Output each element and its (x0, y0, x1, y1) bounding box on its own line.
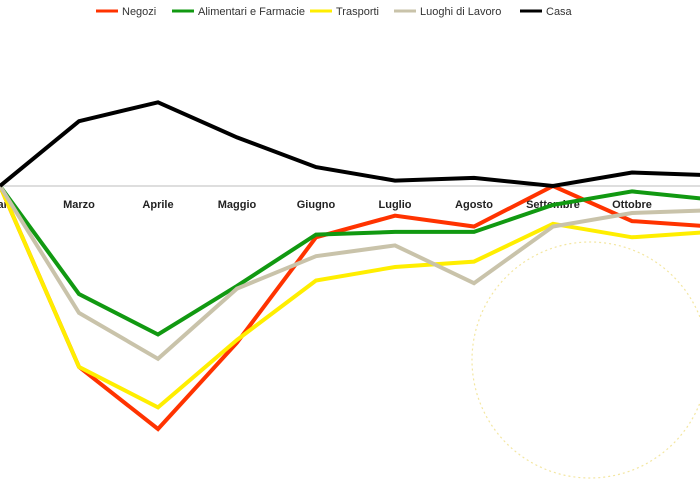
legend: Negozi Alimentari e Farmacie Trasporti Luog… (96, 6, 573, 18)
x-tick-label-ottobre: Ottobre (612, 199, 652, 211)
x-tick-label-agosto: Agosto (455, 199, 493, 211)
dotted-circle-watermark (471, 241, 700, 479)
x-tick-label-luglio: Luglio (379, 199, 412, 211)
legend-label-negozi: Negozi (122, 6, 156, 18)
series-line-luoghi-di-lavoro (0, 184, 700, 362)
legend-label-casa: Casa (546, 6, 573, 18)
x-tick-label-maggio: Maggio (218, 199, 257, 211)
series-line-negozi (0, 183, 700, 432)
series-lines (0, 100, 700, 432)
series-line-trasporti (0, 185, 700, 410)
legend-label-trasporti: Trasporti (336, 6, 379, 18)
x-tick-label-aprile: Aprile (142, 199, 173, 211)
legend-label-alimentari-e-farmacie: Alimentari e Farmacie (198, 6, 305, 18)
legend-label-luoghi-di-lavoro: Luoghi di Lavoro (420, 6, 501, 18)
series-line-casa (0, 100, 700, 189)
x-tick-label-giugno: Giugno (297, 199, 336, 211)
series-line-alimentari-e-farmacie (0, 184, 700, 337)
x-tick-label-marzo: Marzo (63, 199, 95, 211)
